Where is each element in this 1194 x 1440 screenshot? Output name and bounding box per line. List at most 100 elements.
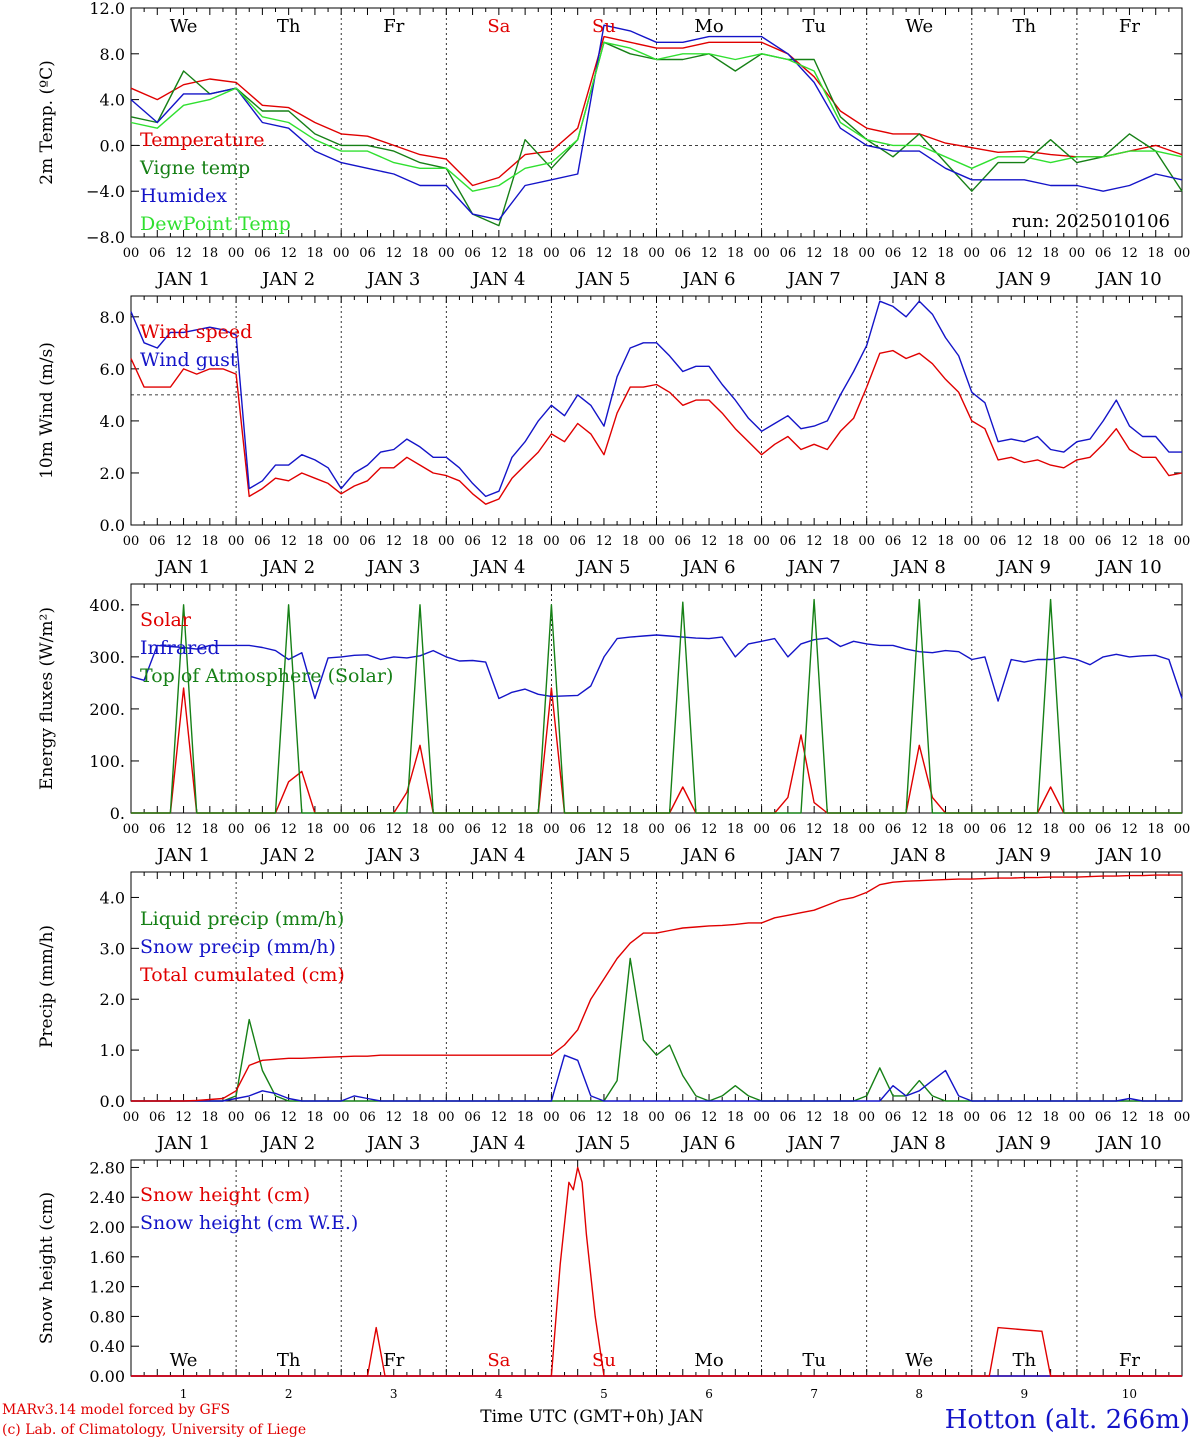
date-label: JAN 9 bbox=[996, 1133, 1051, 1154]
hour-label: 18 bbox=[1042, 246, 1059, 261]
hour-label: 18 bbox=[1042, 822, 1059, 837]
hour-label: 00 bbox=[1069, 1110, 1086, 1125]
hour-label: 18 bbox=[307, 246, 324, 261]
day-name-label: Fr bbox=[383, 16, 404, 37]
hour-label: 06 bbox=[569, 822, 586, 837]
hour-label: 06 bbox=[1095, 1110, 1112, 1125]
y-tick-label: 12.0 bbox=[89, 0, 125, 18]
day-number-label: 8 bbox=[915, 1387, 923, 1401]
credit-line-2: (c) Lab. of Climatology, University of L… bbox=[2, 1422, 306, 1438]
hour-label: 06 bbox=[254, 246, 271, 261]
day-name-label: Su bbox=[592, 1350, 616, 1371]
legend-entry: Total cumulated (cm) bbox=[140, 964, 345, 986]
hour-label: 12 bbox=[491, 534, 508, 549]
series-line-snow-height-cm- bbox=[131, 1166, 1182, 1377]
legend-entry: Humidex bbox=[140, 185, 227, 207]
hour-label: 00 bbox=[333, 246, 350, 261]
hour-label: 00 bbox=[123, 822, 140, 837]
date-label: JAN 8 bbox=[891, 845, 946, 866]
hour-label: 18 bbox=[832, 1110, 849, 1125]
hour-label: 12 bbox=[911, 1110, 928, 1125]
hour-label: 18 bbox=[1147, 822, 1164, 837]
hour-label: 18 bbox=[622, 246, 639, 261]
hour-label: 18 bbox=[202, 246, 219, 261]
hour-label: 18 bbox=[202, 822, 219, 837]
hour-label: 00 bbox=[964, 534, 981, 549]
hour-label: 06 bbox=[359, 534, 376, 549]
legend-entry: Vigne temp bbox=[139, 157, 250, 179]
day-name-label: Mo bbox=[694, 1350, 723, 1371]
hour-label: 06 bbox=[569, 534, 586, 549]
hour-label: 00 bbox=[1174, 534, 1191, 549]
hour-label: 12 bbox=[1016, 246, 1033, 261]
y-tick-label: 1.0 bbox=[100, 1041, 125, 1060]
hour-label: 18 bbox=[307, 534, 324, 549]
y-tick-label: 0. bbox=[110, 804, 125, 823]
day-name-label: We bbox=[905, 1350, 933, 1371]
day-name-label: Th bbox=[1013, 1350, 1037, 1371]
hour-label: 00 bbox=[438, 822, 455, 837]
hour-label: 00 bbox=[753, 246, 770, 261]
run-label: run: 2025010106 bbox=[1012, 211, 1170, 232]
hour-label: 18 bbox=[937, 534, 954, 549]
date-label: JAN 3 bbox=[365, 269, 420, 290]
hour-label: 12 bbox=[491, 246, 508, 261]
hour-label: 18 bbox=[937, 246, 954, 261]
day-name-label: Tu bbox=[802, 1350, 826, 1371]
y-axis-label: 2m Temp. (ºC) bbox=[37, 60, 57, 185]
date-label: JAN 1 bbox=[155, 845, 210, 866]
hour-label: 06 bbox=[464, 822, 481, 837]
hour-label: 06 bbox=[675, 1110, 692, 1125]
day-number-label: 10 bbox=[1122, 1387, 1137, 1401]
hour-label: 06 bbox=[359, 246, 376, 261]
hour-label: 00 bbox=[438, 534, 455, 549]
hour-label: 06 bbox=[990, 822, 1007, 837]
hour-label: 12 bbox=[911, 822, 928, 837]
y-tick-label: 0.0 bbox=[100, 516, 125, 535]
panel-2: 8.0 6.0 4.0 2.0 0.0 10m Wind (m/s) Wind speed W… bbox=[37, 295, 1191, 578]
legend-entry: Snow height (cm) bbox=[140, 1184, 310, 1206]
series-line-wind-gust bbox=[130, 300, 1182, 498]
date-label: JAN 2 bbox=[260, 1133, 315, 1154]
hour-label: 00 bbox=[543, 246, 560, 261]
hour-label: 00 bbox=[228, 534, 245, 549]
hour-label: 06 bbox=[1095, 246, 1112, 261]
date-label: JAN 7 bbox=[786, 557, 841, 578]
hour-label: 18 bbox=[412, 534, 429, 549]
hour-label: 12 bbox=[280, 534, 297, 549]
hour-label: 00 bbox=[648, 246, 665, 261]
hour-label: 06 bbox=[885, 534, 902, 549]
hour-label: 18 bbox=[1147, 246, 1164, 261]
y-tick-label: 400. bbox=[89, 596, 125, 615]
hour-label: 18 bbox=[727, 534, 744, 549]
y-tick-label: 0.00 bbox=[89, 1367, 125, 1386]
hour-label: 00 bbox=[1174, 246, 1191, 261]
plot-frame bbox=[130, 583, 1183, 814]
hour-label: 06 bbox=[254, 822, 271, 837]
hour-label: 06 bbox=[149, 822, 166, 837]
hour-label: 00 bbox=[648, 534, 665, 549]
series-line-infrared bbox=[130, 634, 1183, 702]
hour-label: 06 bbox=[464, 1110, 481, 1125]
hour-label: 00 bbox=[1069, 534, 1086, 549]
y-tick-label: 4.0 bbox=[100, 412, 125, 431]
y-tick-label: 2.80 bbox=[89, 1158, 125, 1177]
date-label: JAN 8 bbox=[891, 269, 946, 290]
hour-label: 06 bbox=[780, 246, 797, 261]
hour-label: 18 bbox=[517, 822, 534, 837]
hour-label: 12 bbox=[911, 246, 928, 261]
series-line-humidex bbox=[130, 24, 1183, 221]
legend-entry: DewPoint Temp bbox=[140, 213, 291, 235]
series-line-snow-precip-mm-h- bbox=[131, 1054, 1182, 1102]
hour-label: 12 bbox=[1121, 534, 1138, 549]
y-tick-label: 0.40 bbox=[89, 1337, 125, 1356]
hour-label: 06 bbox=[464, 246, 481, 261]
hour-label: 12 bbox=[701, 822, 718, 837]
day-number-label: 2 bbox=[285, 1387, 293, 1401]
hour-label: 18 bbox=[622, 534, 639, 549]
y-tick-label: 1.20 bbox=[89, 1278, 125, 1297]
hour-label: 00 bbox=[753, 822, 770, 837]
hour-label: 18 bbox=[517, 1110, 534, 1125]
hour-label: 06 bbox=[675, 246, 692, 261]
y-tick-label: 300. bbox=[89, 648, 125, 667]
